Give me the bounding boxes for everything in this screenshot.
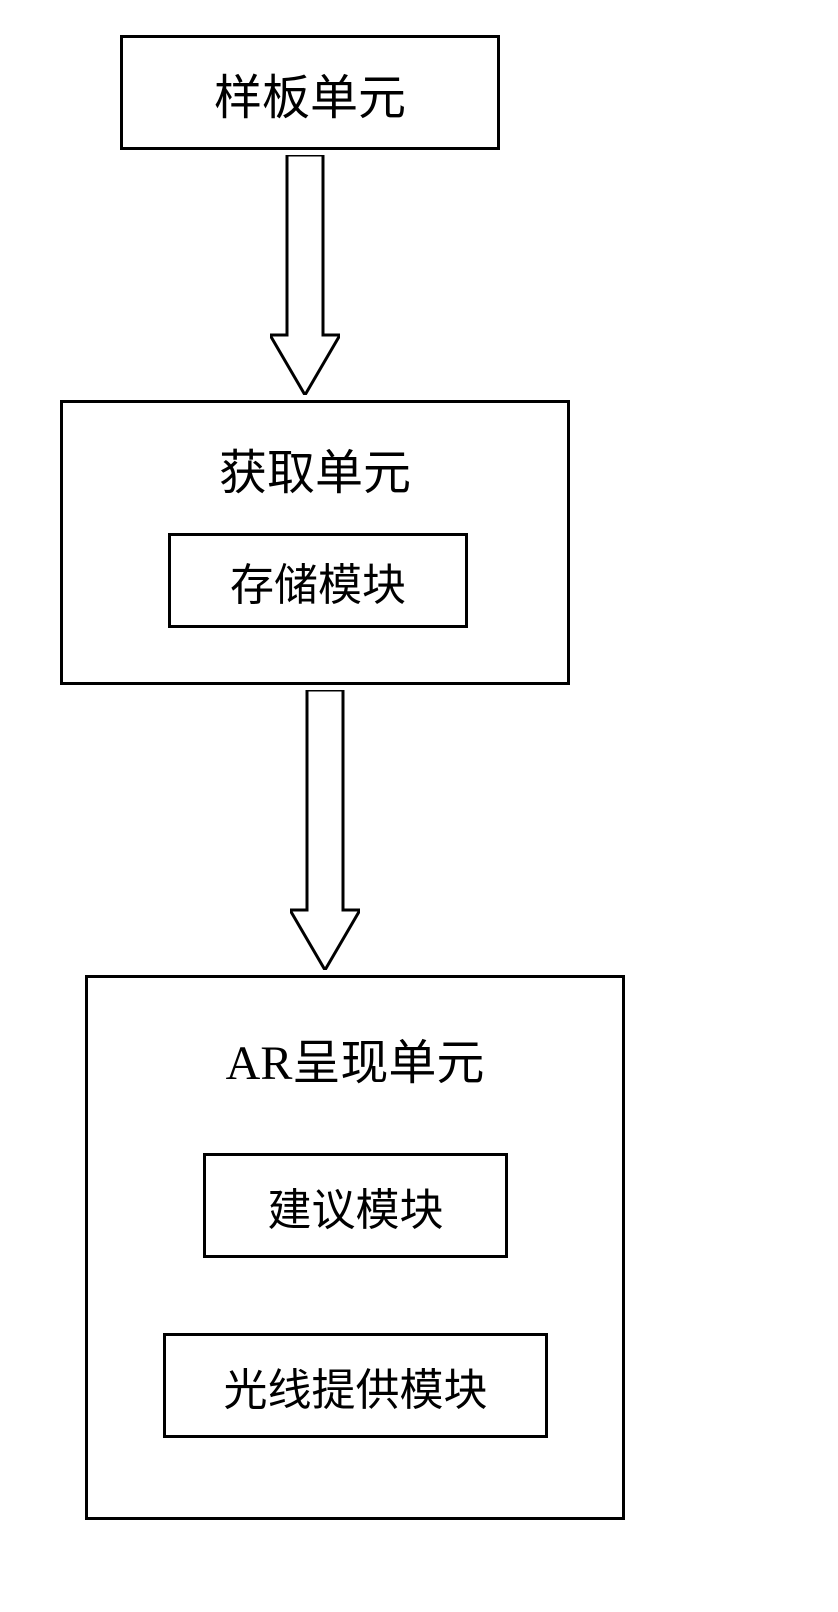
node-template-unit: 样板单元 [120, 35, 500, 150]
node-suggestion-module: 建议模块 [203, 1153, 508, 1258]
node-acquisition-unit-label: 获取单元 [219, 433, 411, 503]
node-light-provision-module: 光线提供模块 [163, 1333, 548, 1438]
node-ar-presentation-unit: AR呈现单元 建议模块 光线提供模块 [85, 975, 625, 1520]
node-light-provision-module-label: 光线提供模块 [224, 1354, 488, 1418]
node-acquisition-unit: 获取单元 存储模块 [60, 400, 570, 685]
arrow-1 [270, 155, 340, 395]
node-storage-module: 存储模块 [168, 533, 468, 628]
arrow-2 [290, 690, 360, 970]
node-template-unit-label: 样板单元 [214, 58, 406, 128]
node-ar-presentation-unit-label: AR呈现单元 [226, 1023, 485, 1093]
node-storage-module-label: 存储模块 [230, 549, 406, 613]
node-suggestion-module-label: 建议模块 [268, 1174, 444, 1238]
